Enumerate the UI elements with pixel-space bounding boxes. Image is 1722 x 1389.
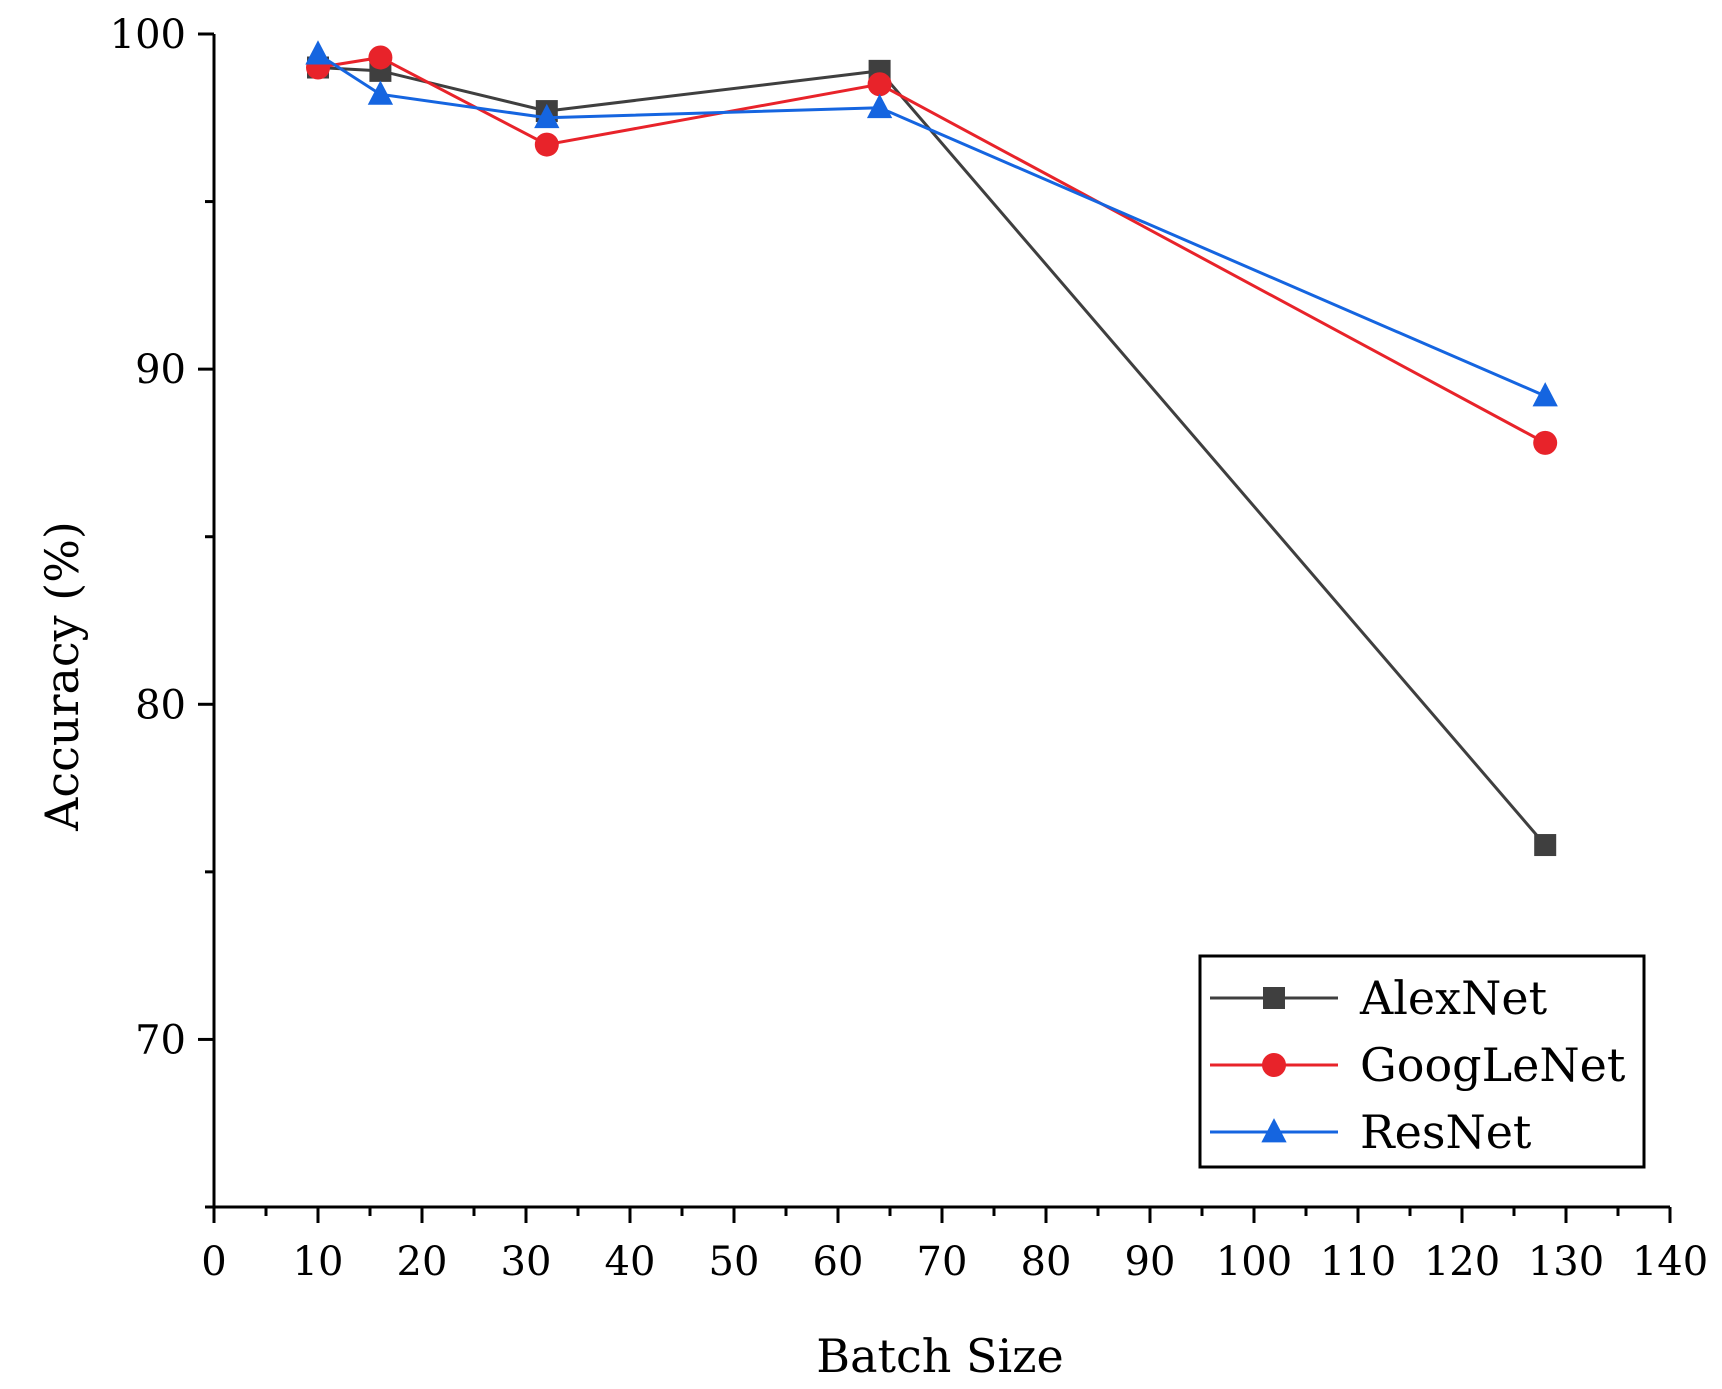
alexnet-line xyxy=(317,66,1547,847)
legend-marker-alexnet xyxy=(1263,987,1285,1009)
legend-marker-googlenet xyxy=(1262,1053,1286,1077)
x-axis-title: Batch Size xyxy=(816,1329,1063,1383)
x-tick-label-50: 50 xyxy=(709,1239,760,1285)
resnet-point xyxy=(305,40,331,65)
resnet-point xyxy=(534,103,560,129)
x-tick-label-30: 30 xyxy=(501,1239,552,1285)
x-tick-label-80: 80 xyxy=(1021,1239,1072,1285)
x-tick-label-20: 20 xyxy=(397,1239,448,1285)
x-tick-label-140: 140 xyxy=(1632,1239,1708,1285)
series-layer xyxy=(305,40,1558,857)
legend-marker-resnet xyxy=(1261,1118,1287,1143)
resnet-point xyxy=(1532,382,1558,407)
y-axis-title: Accuracy (%) xyxy=(35,521,89,832)
resnet-point xyxy=(866,93,893,119)
y-tick-label-90: 90 xyxy=(135,347,186,393)
x-tick-label-70: 70 xyxy=(917,1239,968,1285)
alexnet-point xyxy=(1534,834,1557,857)
x-tick-label-90: 90 xyxy=(1125,1239,1176,1285)
x-tick-label-130: 130 xyxy=(1528,1239,1604,1285)
y-tick-label-80: 80 xyxy=(135,682,186,728)
x-tick-label-100: 100 xyxy=(1216,1239,1292,1285)
y-tick-label-100: 100 xyxy=(110,12,186,58)
resnet-point xyxy=(367,80,394,105)
x-tick-label-40: 40 xyxy=(605,1239,656,1285)
x-tick-label-10: 10 xyxy=(293,1239,344,1285)
x-tick-label-0: 0 xyxy=(201,1239,226,1285)
legend: AlexNet GoogLeNet ResNet xyxy=(1198,954,1646,1169)
googlenet-point xyxy=(368,45,393,70)
x-tick-label-60: 60 xyxy=(813,1239,864,1285)
legend-label-googlenet: GoogLeNet xyxy=(1360,1038,1626,1092)
x-tick-label-110: 110 xyxy=(1320,1239,1396,1285)
y-tick-label-70: 70 xyxy=(135,1017,186,1063)
legend-label-alexnet: AlexNet xyxy=(1359,971,1548,1025)
axes: 0 10 20 30 40 50 60 70 80 90 100 110 120 130 140 70 80 90… xyxy=(110,12,1709,1285)
series-resnet xyxy=(305,40,1558,407)
googlenet-point xyxy=(867,72,892,97)
legend-label-resnet: ResNet xyxy=(1360,1105,1532,1159)
googlenet-point xyxy=(534,132,559,157)
series-alexnet xyxy=(307,56,1557,857)
series-googlenet xyxy=(306,45,1558,455)
googlenet-line xyxy=(317,55,1546,445)
x-tick-label-120: 120 xyxy=(1424,1239,1500,1285)
googlenet-point xyxy=(1533,430,1558,455)
